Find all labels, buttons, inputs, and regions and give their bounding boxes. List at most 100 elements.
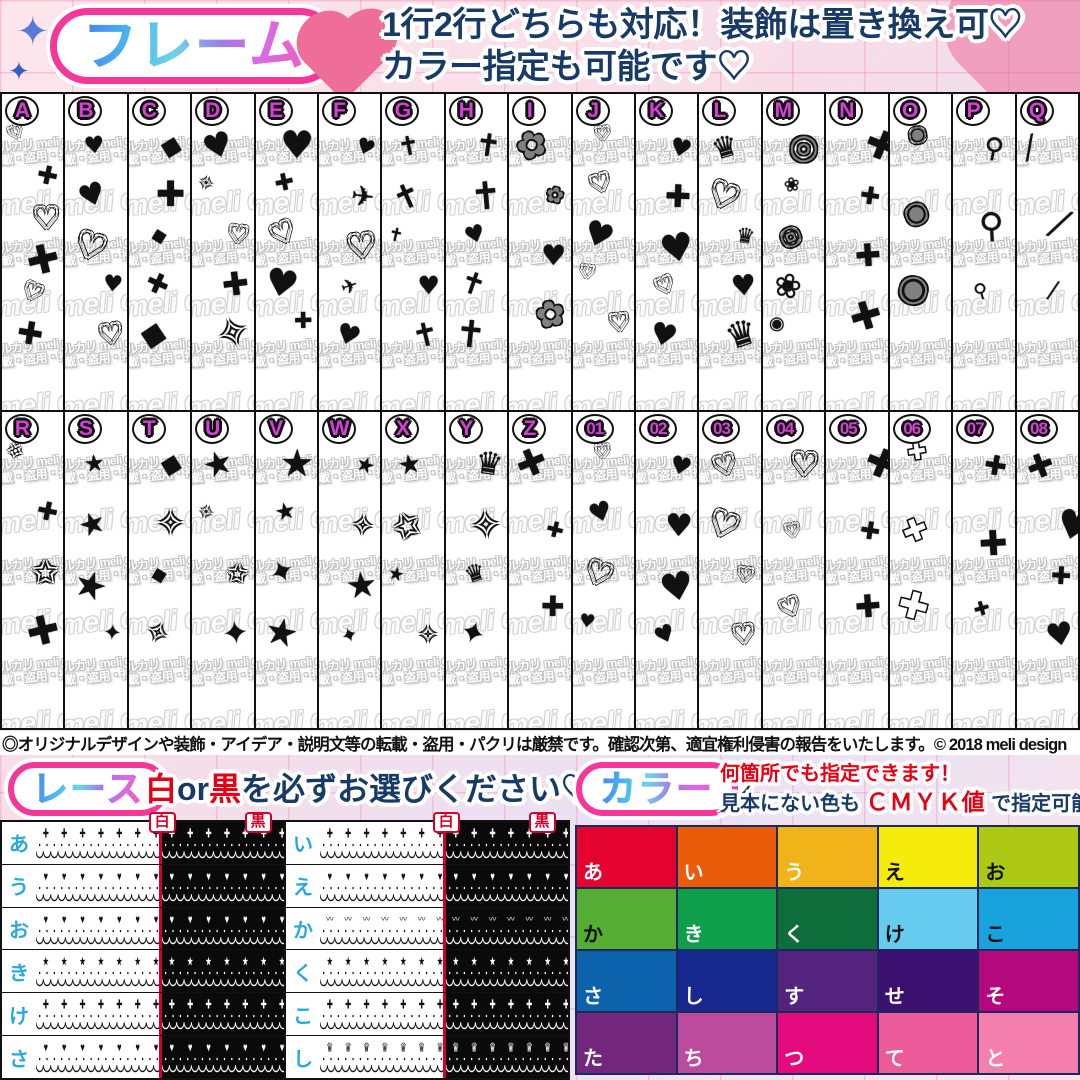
- lace-row-し[interactable]: し ♛ ♛ ♛ ♛ ♛ ♛ ♛ ♛ ♛ ♛ ♛ ♛ ♛ ♛: [286, 1036, 568, 1078]
- lace-row-お[interactable]: お ♥ ♥ ♥ ♥ ♥ ♥ ♥ ♥ ♥ ♥ ♥ ♥ ♥ ♥: [2, 907, 284, 951]
- frame-cell-L[interactable]: メルカリ meli design 転載・盗用・持込厳禁 meli design メルカ…: [699, 94, 763, 410]
- color-swatch-お[interactable]: お: [978, 826, 1079, 888]
- frame-cell-G[interactable]: メルカリ meli design 転載・盗用・持込厳禁 meli design メルカ…: [382, 94, 446, 410]
- frame-cell-T[interactable]: メルカリ meli design 転載・盗用・持込厳禁 meli design メルカ…: [128, 412, 193, 728]
- lace-sample-white[interactable]: ♛ ♛ ♛ ♛ ♛ ♛ ♛: [320, 1036, 443, 1078]
- watermark-script: meli design: [699, 377, 763, 410]
- frame-cell-07[interactable]: メルカリ meli design 転載・盗用・持込厳禁 meli design メルカ…: [953, 412, 1017, 728]
- color-swatch-い[interactable]: い: [676, 826, 778, 888]
- svg-text:♥: ♥: [401, 871, 405, 884]
- color-swatch-せ[interactable]: せ: [877, 950, 979, 1012]
- lace-row-う[interactable]: う ♥ ♥ ♥ ♥ ♥ ♥ ♥ ♥ ♥ ♥ ♥ ♥ ♥ ♥: [2, 864, 284, 908]
- lace-row-さ[interactable]: さ ♥ ♥ ♥ ♥ ♥ ♥ ♥ ♥ ♥ ♥ ♥ ♥ ♥ ♥: [2, 1036, 284, 1078]
- color-swatch-て[interactable]: て: [877, 1012, 979, 1074]
- frame-cell-B[interactable]: メルカリ meli design 転載・盗用・持込厳禁 meli design メルカ…: [65, 94, 129, 410]
- frame-cell-04[interactable]: メルカリ meli design 転載・盗用・持込厳禁 meli design メルカ…: [762, 412, 827, 728]
- color-swatch-と[interactable]: と: [978, 1012, 1079, 1074]
- watermark-line-1: メルカリ meli design: [762, 650, 827, 677]
- frame-cell-D[interactable]: メルカリ meli design 転載・盗用・持込厳禁 meli design メルカ…: [192, 94, 256, 410]
- frame-cell-M[interactable]: メルカリ meli design 転載・盗用・持込厳禁 meli design メルカ…: [762, 94, 827, 410]
- lace-sample-white[interactable]: ★ ★ ★ ★ ★ ★ ★: [320, 950, 443, 993]
- lace-sample-black[interactable]: ♥ ♥ ♥ ♥ ♥ ♥ ♥: [158, 1036, 284, 1078]
- frame-cell-H[interactable]: メルカリ meli design 転載・盗用・持込厳禁 meli design メルカ…: [445, 94, 510, 410]
- frame-cell-P[interactable]: メルカリ meli design 転載・盗用・持込厳禁 meli design メルカ…: [953, 94, 1017, 410]
- frame-cell-01[interactable]: メルカリ meli design 転載・盗用・持込厳禁 meli design メルカ…: [572, 412, 637, 728]
- lace-sample-white[interactable]: ✚ ✚ ✚ ✚ ✚ ✚ ✚: [36, 822, 159, 864]
- watermark-script: meli design: [65, 377, 129, 410]
- color-swatch-さ[interactable]: さ: [576, 950, 677, 1012]
- lace-sample-black[interactable]: ✚ ✚ ✚ ✚ ✚ ✚ ✚: [442, 993, 568, 1036]
- color-swatch-く[interactable]: く: [777, 888, 878, 950]
- lace-sample-black[interactable]: ♥ ♥ ♥ ♥ ♥ ♥ ♥: [442, 864, 568, 907]
- lace-sample-black[interactable]: ♥ ♥ ♥ ♥ ♥ ♥ ♥: [158, 864, 284, 907]
- frame-cell-label: 01: [575, 414, 614, 444]
- frame-cell-Z[interactable]: メルカリ meli design 転載・盗用・持込厳禁 meli design メルカ…: [509, 412, 573, 728]
- frame-cell-N[interactable]: メルカリ meli design 転載・盗用・持込厳禁 meli design メルカ…: [826, 94, 890, 410]
- lace-sample-white[interactable]: ♥ ♥ ♥ ♥ ♥ ♥ ♥: [36, 864, 159, 907]
- frame-cell-05[interactable]: メルカリ meli design 転載・盗用・持込厳禁 meli design メルカ…: [826, 412, 890, 728]
- lace-sample-black[interactable]: ♥ ♥ ♥ ♥ ♥ ♥ ♥: [158, 907, 284, 950]
- lace-row-い[interactable]: い✚✚✚✚✚✚✚✚✚✚✚✚✚✚白黒: [286, 812, 568, 865]
- frame-cell-X[interactable]: メルカリ meli design 転載・盗用・持込厳禁 meli design メルカ…: [382, 412, 446, 728]
- color-swatch-き[interactable]: き: [676, 888, 778, 950]
- frame-cell-I[interactable]: メルカリ meli design 転載・盗用・持込厳禁 meli design メルカ…: [509, 94, 573, 410]
- frame-cell-O[interactable]: メルカリ meli design 転載・盗用・持込厳禁 meli design メルカ…: [889, 94, 954, 410]
- lace-row-え[interactable]: え ♥ ♥ ♥ ♥ ♥ ♥ ♥ ♥ ♥ ♥ ♥ ♥ ♥ ♥: [286, 864, 568, 908]
- color-swatch-あ[interactable]: あ: [576, 826, 677, 888]
- svg-text:✚: ✚: [526, 828, 532, 841]
- lace-row-あ[interactable]: あ✚✚✚✚✚✚✚✚✚✚✚✚✚✚白黒: [2, 812, 284, 865]
- color-swatch-た[interactable]: た: [576, 1012, 677, 1074]
- color-swatch-え[interactable]: え: [877, 826, 979, 888]
- frame-cell-Q[interactable]: メルカリ meli design 転載・盗用・持込厳禁 meli design メルカ…: [1016, 94, 1078, 410]
- frame-cell-03[interactable]: メルカリ meli design 転載・盗用・持込厳禁 meli design メルカ…: [699, 412, 763, 728]
- lace-sample-black[interactable]: ✚ ✚ ✚ ✚ ✚ ✚ ✚: [158, 993, 284, 1036]
- frame-cell-08[interactable]: メルカリ meli design 転載・盗用・持込厳禁 meli design メルカ…: [1016, 412, 1078, 728]
- lace-sample-white[interactable]: ✚ ✚ ✚ ✚ ✚ ✚ ✚: [36, 993, 159, 1036]
- watermark-line-2: 転載・盗用・持込厳禁: [889, 345, 954, 372]
- lace-sample-black[interactable]: ★ ★ ★ ★ ★ ★ ★: [442, 950, 568, 993]
- lace-sample-black[interactable]: ★ ★ ★ ★ ★ ★ ★: [158, 950, 284, 993]
- lace-sample-white[interactable]: ♥ ♥ ♥ ♥ ♥ ♥ ♥: [36, 1036, 159, 1078]
- lace-sample-black[interactable]: ♛ ♛ ♛ ♛ ♛ ♛ ♛: [442, 1036, 568, 1078]
- color-swatch-う[interactable]: う: [777, 826, 878, 888]
- frame-cell-K[interactable]: メルカリ meli design 転載・盗用・持込厳禁 meli design メルカ…: [636, 94, 700, 410]
- color-swatch-そ[interactable]: そ: [978, 950, 1079, 1012]
- lace-row-き[interactable]: き ★ ★ ★ ★ ★ ★ ★ ★ ★ ★ ★ ★ ★ ★: [2, 950, 284, 994]
- color-swatch-け[interactable]: け: [877, 888, 979, 950]
- frame-cell-F[interactable]: メルカリ meli design 転載・盗用・持込厳禁 meli design メルカ…: [319, 94, 383, 410]
- lace-row-こ[interactable]: こ ✚ ✚ ✚ ✚ ✚ ✚ ✚ ✚ ✚ ✚ ✚ ✚ ✚ ✚: [286, 993, 568, 1037]
- lace-row-け[interactable]: け ✚ ✚ ✚ ✚ ✚ ✚ ✚ ✚ ✚ ✚ ✚ ✚ ✚ ✚: [2, 993, 284, 1037]
- frame-cell-C[interactable]: メルカリ meli design 転載・盗用・持込厳禁 meli design メルカ…: [128, 94, 193, 410]
- frame-cell-S[interactable]: メルカリ meli design 転載・盗用・持込厳禁 meli design メルカ…: [65, 412, 129, 728]
- frame-cell-06[interactable]: メルカリ meli design 転載・盗用・持込厳禁 meli design メルカ…: [889, 412, 954, 728]
- svg-text:♛: ♛: [470, 1042, 477, 1055]
- color-swatch-ち[interactable]: ち: [676, 1012, 778, 1074]
- frame-cell-W[interactable]: メルカリ meli design 転載・盗用・持込厳禁 meli design メルカ…: [319, 412, 383, 728]
- lace-sample-white[interactable]: ♥ ♥ ♥ ♥ ♥ ♥ ♥: [36, 907, 159, 950]
- frame-cell-U[interactable]: メルカリ meli design 転載・盗用・持込厳禁 meli design メルカ…: [192, 412, 256, 728]
- frame-cell-V[interactable]: メルカリ meli design 転載・盗用・持込厳禁 meli design メルカ…: [255, 412, 320, 728]
- frame-cell-R[interactable]: メルカリ meli design 転載・盗用・持込厳禁 meli design メルカ…: [2, 412, 66, 728]
- svg-text:♥: ♥: [224, 871, 228, 884]
- color-swatch-こ[interactable]: こ: [978, 888, 1079, 950]
- color-swatch-か[interactable]: か: [576, 888, 677, 950]
- lace-sample-white[interactable]: ✚ ✚ ✚ ✚ ✚ ✚ ✚: [320, 993, 443, 1036]
- color-swatch-す[interactable]: す: [777, 950, 878, 1012]
- lace-sample-white[interactable]: 〰〰〰〰〰〰〰: [320, 907, 443, 950]
- lace-sample-white[interactable]: ♥ ♥ ♥ ♥ ♥ ♥ ♥: [320, 864, 443, 907]
- watermark-script: meli design: [889, 377, 954, 410]
- motif-: ♥: [331, 317, 365, 355]
- lace-sample-white[interactable]: ★ ★ ★ ★ ★ ★ ★: [36, 950, 159, 993]
- color-swatch-し[interactable]: し: [676, 950, 778, 1012]
- frame-cell-A[interactable]: メルカリ meli design 転載・盗用・持込厳禁 meli design メルカ…: [2, 94, 66, 410]
- lace-row-く[interactable]: く ★ ★ ★ ★ ★ ★ ★ ★ ★ ★ ★ ★ ★ ★: [286, 950, 568, 994]
- lace-row-か[interactable]: か〰〰〰〰〰〰〰〰〰〰〰〰〰〰: [286, 907, 568, 951]
- motif-crown: ♛: [472, 444, 506, 484]
- lace-sample-black[interactable]: 〰〰〰〰〰〰〰: [442, 907, 568, 950]
- lace-sample-white[interactable]: ✚ ✚ ✚ ✚ ✚ ✚ ✚: [320, 822, 443, 864]
- frame-cell-02[interactable]: メルカリ meli design 転載・盗用・持込厳禁 meli design メルカ…: [636, 412, 700, 728]
- frame-cell-J[interactable]: メルカリ meli design 転載・盗用・持込厳禁 meli design メルカ…: [572, 94, 637, 410]
- frame-cell-E[interactable]: メルカリ meli design 転載・盗用・持込厳禁 meli design メルカ…: [255, 94, 320, 410]
- frame-cell-Y[interactable]: メルカリ meli design 転載・盗用・持込厳禁 meli design メルカ…: [445, 412, 510, 728]
- color-swatch-つ[interactable]: つ: [777, 1012, 878, 1074]
